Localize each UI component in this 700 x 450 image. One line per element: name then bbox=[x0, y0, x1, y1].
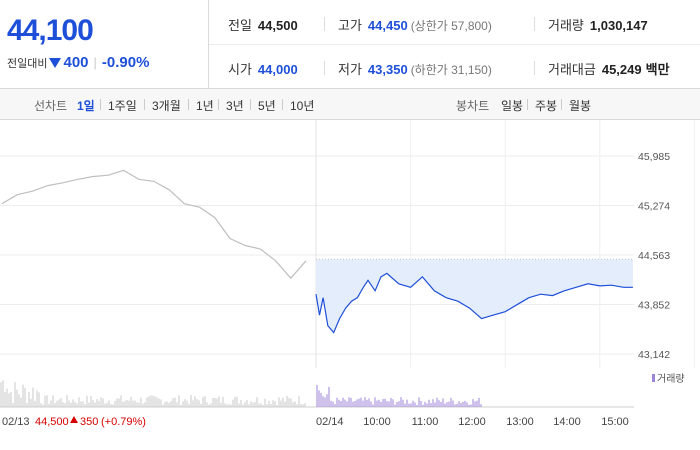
tab-monthly-candle[interactable]: 월봉 bbox=[569, 99, 592, 113]
prev-day-date: 02/13 bbox=[2, 416, 30, 428]
day-high: 고가 44,450 (상한가 57,800) bbox=[338, 18, 492, 33]
chart-labels: 45,985 45,274 44,563 43,852 43,142 거래량 02/14 10… bbox=[2, 151, 685, 428]
tab-3year[interactable]: 3년 bbox=[226, 99, 244, 113]
series-line-prev-day bbox=[1, 169, 307, 280]
prev-day-close: 44,500 bbox=[35, 416, 69, 428]
tab-10year[interactable]: 10년 bbox=[290, 99, 315, 113]
tab-1week[interactable]: 1주일 bbox=[108, 99, 137, 113]
chart-period-tabs: 선차트 1일 1주일 3개월 1년 3년 5년 10년 봉차트 일봉 주봉 월봉 bbox=[0, 89, 700, 120]
volume-bars bbox=[0, 380, 482, 407]
change-divider: | bbox=[93, 55, 97, 70]
tab-divider bbox=[250, 99, 251, 110]
current-price: 44,100 bbox=[7, 14, 94, 47]
x-tick-label: 15:00 bbox=[601, 416, 629, 428]
x-tick-label: 11:00 bbox=[412, 416, 439, 428]
tab-divider bbox=[100, 99, 101, 110]
tab-divider bbox=[561, 99, 562, 110]
chart-grid bbox=[0, 120, 695, 408]
price-change: 전일대비 400 | -0.90% bbox=[7, 54, 149, 71]
y-tick-label: 44,563 bbox=[638, 250, 670, 262]
tab-daily-candle[interactable]: 일봉 bbox=[501, 99, 524, 113]
volume-legend-label: 거래량 bbox=[657, 373, 685, 385]
down-triangle-icon bbox=[49, 58, 62, 68]
change-amount: 400 bbox=[63, 54, 89, 71]
change-percent: -0.90% bbox=[101, 54, 150, 71]
price-box: 44,100 전일대비 400 | -0.90% bbox=[0, 0, 209, 88]
chart-fills bbox=[316, 259, 633, 333]
prev-day-change-pct: (+0.79%) bbox=[101, 416, 146, 428]
divider bbox=[324, 17, 325, 31]
y-tick-label: 45,274 bbox=[638, 201, 670, 213]
price-chart: 45,985 45,274 44,563 43,852 43,142 거래량 02/14 10… bbox=[0, 120, 695, 428]
divider bbox=[534, 17, 535, 31]
quote-header: 44,100 전일대비 400 | -0.90% 전일 44,500 고가 44,450(… bbox=[0, 0, 700, 89]
series-line-today bbox=[315, 272, 633, 334]
y-tick-label: 43,852 bbox=[638, 300, 670, 312]
change-label: 전일대비 bbox=[7, 58, 48, 70]
up-triangle-icon bbox=[70, 416, 78, 423]
x-tick-label: 14:00 bbox=[553, 416, 581, 428]
divider bbox=[534, 61, 535, 75]
chart-lines bbox=[1, 169, 633, 334]
y-tick-label: 43,142 bbox=[638, 349, 670, 361]
volume: 거래량 1,030,147 bbox=[548, 18, 648, 33]
tab-5year[interactable]: 5년 bbox=[258, 99, 276, 113]
x-tick-label: 13:00 bbox=[506, 416, 534, 428]
volume-legend-swatch bbox=[652, 374, 655, 382]
tab-divider bbox=[527, 99, 528, 110]
day-low: 저가 43,350 (하한가 31,150) bbox=[338, 62, 492, 77]
tab-1year[interactable]: 1년 bbox=[196, 99, 214, 113]
prev-close: 전일 44,500 bbox=[228, 18, 298, 33]
divider bbox=[324, 61, 325, 75]
header-row-divider bbox=[209, 44, 700, 45]
tab-3month[interactable]: 3개월 bbox=[152, 99, 181, 113]
tab-weekly-candle[interactable]: 주봉 bbox=[535, 99, 558, 113]
tab-divider bbox=[218, 99, 219, 110]
y-tick-label: 45,985 bbox=[638, 151, 670, 163]
x-tick-label: 10:00 bbox=[363, 416, 391, 428]
open-price: 시가 44,000 bbox=[228, 62, 298, 77]
tab-divider bbox=[144, 99, 145, 110]
candle-chart-label: 봉차트 bbox=[456, 99, 490, 113]
trade-value: 거래대금 45,249 백만 bbox=[548, 62, 670, 77]
tab-divider bbox=[188, 99, 189, 110]
prev-day-change: 350 bbox=[80, 416, 98, 428]
tab-divider bbox=[282, 99, 283, 110]
line-chart-label: 선차트 bbox=[34, 99, 68, 113]
series-fill-today bbox=[316, 259, 633, 333]
x-tick-label: 12:00 bbox=[458, 416, 486, 428]
x-tick-label: 02/14 bbox=[316, 416, 344, 428]
tab-1day[interactable]: 1일 bbox=[77, 99, 95, 113]
